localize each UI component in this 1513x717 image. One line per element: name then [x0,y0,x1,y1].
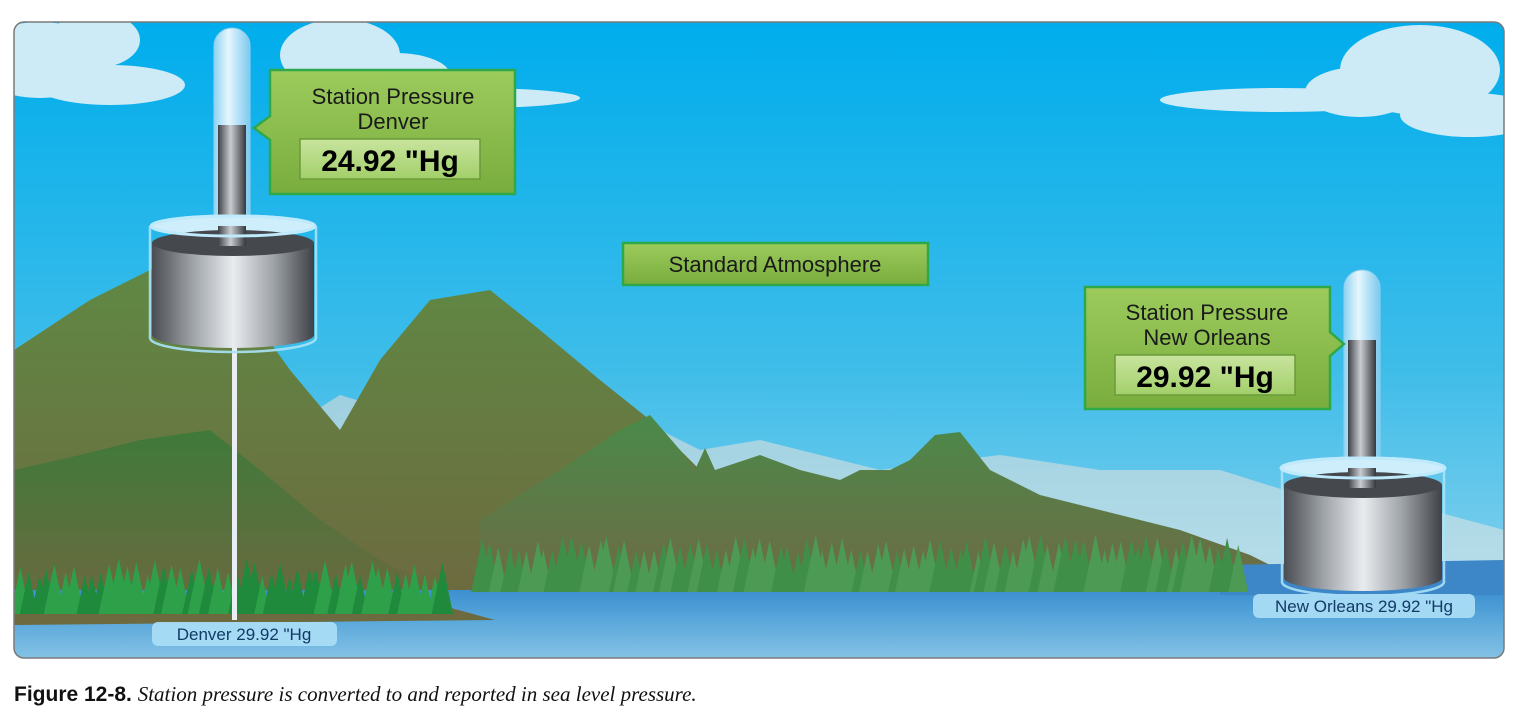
denver-station-pressure-value: 24.92 "Hg [321,145,459,178]
new-orleans-sea-level-tag: New Orleans 29.92 "Hg [1253,594,1475,618]
figure-caption: Figure 12-8. Station pressure is convert… [14,682,697,707]
denver-station-pressure-callout: Station Pressure Denver 24.92 "Hg [251,68,517,196]
tree-line-left [14,558,454,614]
tree [416,574,434,614]
tree [63,565,85,614]
cloud-top-right [1160,25,1504,137]
denver-sea-level-tag: Denver 29.92 "Hg [152,622,337,646]
tree [19,571,38,614]
standard-atmosphere-label: Standard Atmosphere [669,252,882,277]
new-orleans-value-box [1114,354,1296,396]
new-orleans-callout-line2: New Orleans [1143,325,1270,350]
illustration-frame [13,21,1505,659]
denver-beaker-glass [148,226,318,354]
standard-atmosphere-box: Standard Atmosphere [621,241,930,287]
tree [431,562,454,614]
new-orleans-callout-line1: Station Pressure [1126,300,1289,325]
cloud-top-left [14,22,185,105]
tree [287,568,308,614]
tree [125,562,148,614]
new-orleans-sea-level-label: New Orleans 29.92 "Hg [1275,597,1453,616]
figure-number: Figure 12-8. [14,683,132,706]
tree-line-right [471,534,1249,592]
tree [613,540,635,592]
foreground-hill [14,430,480,615]
tree [488,547,508,592]
denver-pole [232,345,237,620]
tree [1228,544,1249,592]
denver-callout-line2: Denver [358,109,429,134]
new-orleans-barometer [1279,269,1447,598]
tree [955,541,978,592]
denver-sea-level-label: Denver 29.92 "Hg [177,625,312,644]
new-orleans-station-pressure-value: 29.92 "Hg [1136,361,1274,394]
denver-barometer [148,27,318,354]
caption-text: Station pressure is converted to and rep… [137,682,697,706]
denver-cylinder-body [152,243,314,348]
new-orleans-station-pressure-callout: Station Pressure New Orleans 29.92 "Hg [1083,285,1346,411]
denver-value-box [299,138,481,180]
illustration-panel: Station Pressure Denver 24.92 "Hg Standa… [14,22,1504,658]
new-orleans-cylinder-body [1284,485,1442,591]
denver-callout-line1: Station Pressure [312,84,475,109]
